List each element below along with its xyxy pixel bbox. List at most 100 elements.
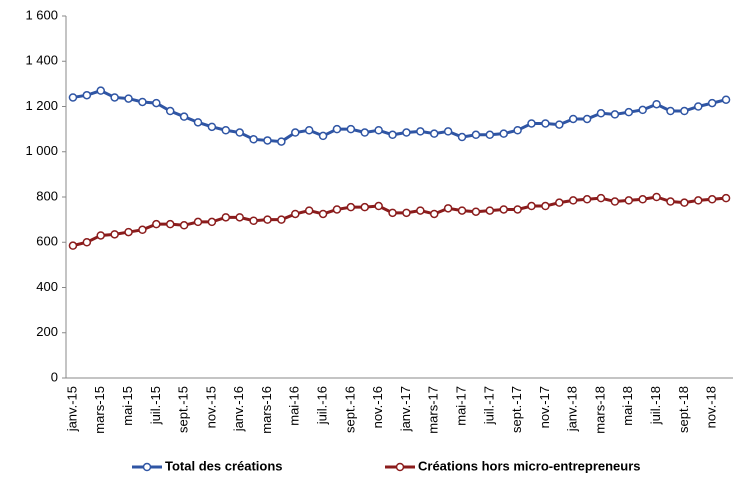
point (68, 241, 78, 250)
x-tick-label: janv.-16 (231, 386, 246, 432)
point (652, 99, 661, 109)
point (416, 127, 425, 136)
point (443, 204, 453, 213)
point (388, 130, 397, 140)
point (457, 132, 467, 142)
point (152, 98, 161, 108)
y-tick-label: 1 600 (25, 7, 58, 22)
point (471, 130, 481, 140)
point (471, 207, 481, 216)
x-tick-label: sept.-17 (509, 386, 524, 433)
x-tick-label: juil.-18 (648, 386, 663, 425)
point (652, 192, 661, 202)
point (443, 127, 453, 136)
point (110, 93, 119, 102)
point (527, 119, 536, 128)
point (82, 90, 92, 100)
point (277, 137, 286, 146)
x-tick-label: sept.-16 (342, 386, 357, 433)
point (124, 227, 133, 237)
point (68, 93, 78, 102)
x-tick-label: mars-16 (259, 386, 274, 434)
point (541, 201, 550, 211)
point (707, 98, 717, 108)
point (485, 206, 495, 215)
point (221, 126, 231, 135)
point (152, 219, 161, 229)
point (221, 213, 231, 222)
point (249, 135, 258, 144)
point (499, 129, 508, 138)
point (165, 106, 175, 116)
x-tick-label: sept.-18 (676, 386, 691, 433)
point (666, 106, 675, 116)
x-tick-label: mai-16 (287, 386, 302, 426)
point (249, 216, 258, 226)
point (721, 193, 731, 203)
x-tick-label: janv.-15 (64, 386, 79, 432)
x-tick-label: nov.-17 (537, 386, 552, 428)
point (610, 197, 620, 206)
point (263, 215, 272, 224)
y-tick-label: 800 (36, 188, 58, 203)
point (457, 206, 467, 215)
point (527, 201, 536, 211)
point (638, 105, 647, 115)
point (596, 109, 606, 118)
x-tick-label: mai-15 (120, 386, 135, 426)
point (332, 205, 342, 214)
x-tick-label: nov.-18 (704, 386, 719, 428)
legend-marker (142, 462, 152, 472)
point (555, 120, 564, 129)
point (624, 196, 634, 205)
point (124, 94, 133, 103)
point (318, 131, 328, 141)
x-tick-label: sept.-15 (176, 386, 191, 433)
point (429, 129, 439, 138)
point (429, 209, 439, 219)
point (207, 217, 217, 227)
point (96, 231, 105, 240)
point (235, 213, 244, 222)
x-tick-label: juil.-16 (315, 386, 330, 425)
x-tick-label: nov.-15 (203, 386, 218, 428)
point (138, 225, 147, 235)
x-tick-label: mars-17 (426, 386, 441, 434)
point (388, 208, 397, 218)
y-tick-label: 200 (36, 324, 58, 339)
x-tick-label: juil.-17 (481, 386, 496, 425)
y-tick-label: 1 000 (25, 143, 58, 158)
x-tick-label: mai-18 (620, 386, 635, 426)
point (291, 209, 300, 219)
point (610, 110, 620, 119)
point (680, 106, 689, 116)
point (513, 205, 522, 214)
y-tick-label: 1 400 (25, 53, 58, 68)
point (346, 202, 356, 212)
point (193, 118, 203, 127)
point (138, 97, 147, 107)
point (179, 112, 189, 121)
point (360, 128, 370, 137)
point (694, 102, 703, 111)
point (402, 208, 411, 218)
point (694, 196, 703, 205)
point (318, 209, 328, 219)
point (207, 122, 217, 132)
point (374, 201, 383, 211)
point (721, 95, 731, 104)
y-tick-label: 400 (36, 279, 58, 294)
point (165, 219, 175, 229)
point (82, 238, 92, 247)
x-tick-label: nov.-16 (370, 386, 385, 428)
legend-label: Créations hors micro-entrepreneurs (418, 458, 641, 473)
point (360, 202, 370, 212)
legend-marker (395, 462, 405, 472)
point (555, 198, 564, 207)
point (582, 195, 592, 204)
point (277, 215, 286, 224)
point (707, 195, 717, 204)
legend-label: Total des créations (165, 458, 283, 473)
x-tick-label: mars-18 (592, 386, 607, 434)
point (304, 206, 314, 215)
